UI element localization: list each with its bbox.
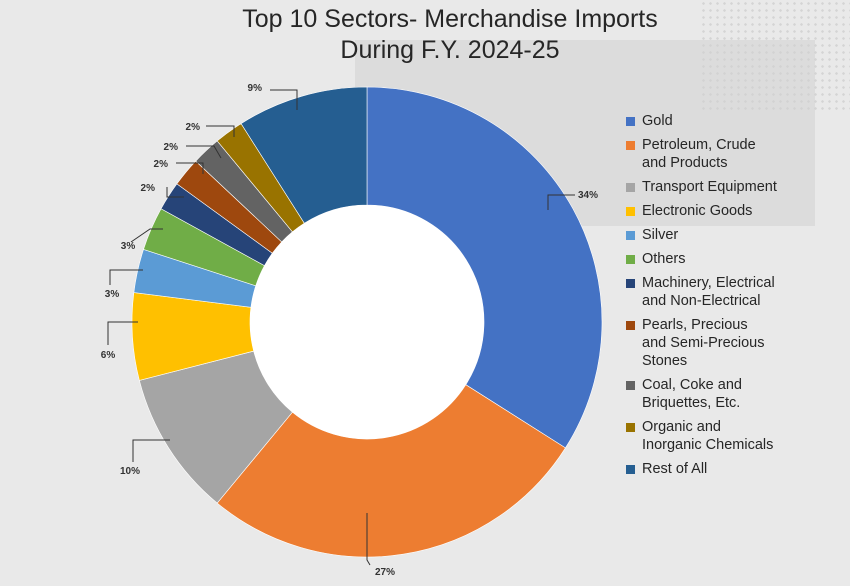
data-label: 2%	[154, 159, 169, 170]
legend-label: Transport Equipment	[642, 179, 777, 195]
legend-label: Briquettes, Etc.	[642, 395, 741, 411]
leader-line	[132, 439, 170, 462]
legend-swatch	[626, 255, 635, 264]
legend-swatch	[626, 183, 635, 192]
data-label: 27%	[375, 567, 395, 578]
legend-label: and Non-Electrical	[642, 293, 761, 309]
legend-item: Machinery, Electrical and Non-Electrical	[626, 274, 846, 310]
legend-item: Coal, Coke and Briquettes, Etc.	[626, 376, 846, 412]
leader-line	[109, 269, 143, 285]
legend-label: Coal, Coke and	[642, 377, 742, 393]
data-label: 2%	[141, 183, 156, 194]
leader-line	[186, 145, 222, 159]
legend-label: Stones	[642, 353, 688, 369]
chart-title-line-1: Top 10 Sectors- Merchandise Imports	[242, 5, 658, 33]
data-label: 3%	[121, 241, 136, 252]
legend-swatch	[626, 141, 635, 150]
legend-label: and Products	[642, 155, 728, 171]
data-label: 6%	[101, 350, 116, 361]
legend-swatch	[626, 207, 635, 216]
data-label: 34%	[578, 190, 598, 201]
legend-item: Others	[626, 250, 846, 268]
legend-swatch	[626, 321, 635, 330]
legend-item: Petroleum, Crude and Products	[626, 136, 846, 172]
legend-label: Machinery, Electrical	[642, 275, 775, 291]
data-label: 3%	[105, 289, 120, 300]
legend-label: Gold	[642, 113, 673, 129]
data-label: 10%	[120, 466, 140, 477]
legend-swatch	[626, 423, 635, 432]
legend-swatch	[626, 465, 635, 474]
legend-label: and Semi-Precious	[642, 335, 765, 351]
leader-line	[366, 513, 371, 566]
chart-legend: Gold Petroleum, Crude and Products Transpor…	[626, 112, 846, 478]
chart-title: Top 10 Sectors- Merchandise Imports Duri…	[0, 4, 850, 66]
legend-label: Pearls, Precious	[642, 317, 748, 333]
data-label: 2%	[186, 122, 201, 133]
legend-item: Transport Equipment	[626, 178, 846, 196]
leader-line	[206, 125, 235, 137]
legend-swatch	[626, 279, 635, 288]
legend-item: Silver	[626, 226, 846, 244]
legend-label: Inorganic Chemicals	[642, 437, 774, 453]
leader-line	[107, 321, 138, 345]
legend-item: Rest of All	[626, 460, 846, 478]
legend-item: Pearls, Precious and Semi-Precious Stones	[626, 316, 846, 370]
decorative-dot-pattern	[700, 0, 850, 110]
legend-label: Silver	[642, 227, 679, 243]
legend-label: Rest of All	[642, 461, 708, 477]
legend-label: Electronic Goods	[642, 203, 753, 219]
legend-item: Gold	[626, 112, 846, 130]
legend-item: Organic and Inorganic Chemicals	[626, 418, 846, 454]
legend-label: Others	[642, 251, 686, 267]
leader-line	[176, 162, 204, 174]
legend-label: Petroleum, Crude	[642, 137, 756, 153]
legend-label: Organic and	[642, 419, 721, 435]
donut-hole	[250, 205, 484, 439]
leader-line	[547, 194, 575, 210]
leader-line	[270, 89, 298, 110]
data-label: 2%	[164, 142, 179, 153]
leader-line	[166, 187, 184, 198]
chart-title-line-2: During F.Y. 2024-25	[340, 36, 560, 64]
legend-swatch	[626, 381, 635, 390]
legend-item: Electronic Goods	[626, 202, 846, 220]
legend-swatch	[626, 231, 635, 240]
leader-line	[130, 228, 163, 243]
legend-swatch	[626, 117, 635, 126]
data-label: 9%	[248, 83, 263, 94]
